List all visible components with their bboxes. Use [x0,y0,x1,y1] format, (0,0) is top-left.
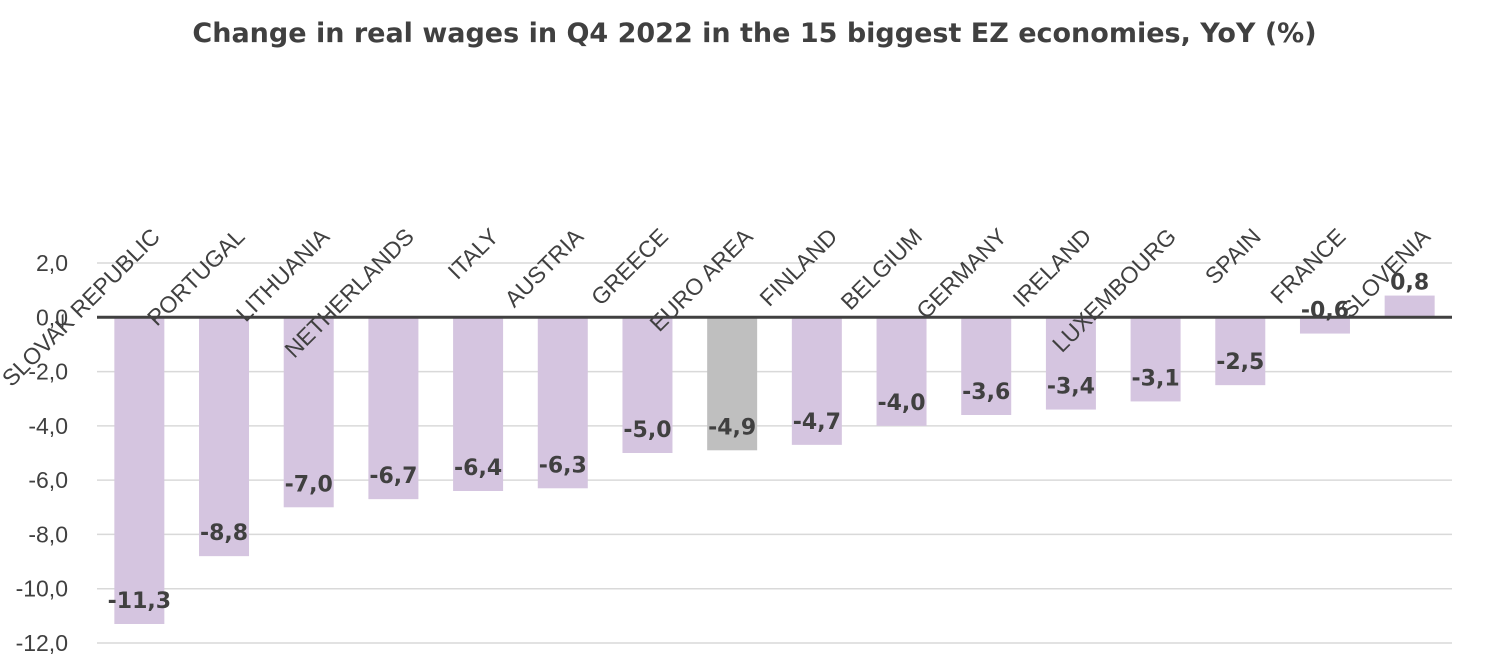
bar [1130,317,1181,402]
y-axis-ticks: 2,0 0,0 -2,0 -4,0 -6,0 -8,0 -10,0 -12,0 [16,250,68,656]
data-label: -4,0 [877,391,925,416]
y-tick-label: -8,0 [28,521,68,547]
bar [707,317,758,451]
bar [791,317,842,445]
category-label: FINLAND [754,223,842,311]
data-label: -6,3 [539,453,587,478]
category-label: IRELAND [1008,223,1097,312]
bar [537,317,588,489]
y-tick-label: -6,0 [28,467,68,493]
bar [876,317,927,426]
y-tick-label: 0,0 [36,304,68,330]
category-label: AUSTRIA [499,223,588,312]
data-label: -3,4 [1047,375,1095,400]
bar [1215,317,1266,386]
bar [368,317,419,500]
category-label: GERMANY [911,223,1012,324]
y-tick-label: -10,0 [16,576,68,602]
category-label: GREECE [586,223,673,310]
data-label: 0,8 [1390,271,1429,296]
bar [1299,317,1350,334]
bar [1045,317,1096,410]
data-label: -3,6 [962,380,1010,405]
y-tick-label: -12,0 [16,630,68,656]
y-tick-label: -2,0 [28,359,68,385]
bar [961,317,1012,415]
chart-title: Change in real wages in Q4 2022 in the 1… [192,18,1317,49]
data-label: -8,8 [200,521,248,546]
category-label: ITALY [442,223,503,284]
data-label: -4,9 [708,415,756,440]
bar [453,317,504,491]
category-label: BELGIUM [835,223,927,315]
data-label: -6,7 [369,464,417,489]
y-tick-label: 2,0 [36,250,68,276]
bar [283,317,334,508]
data-label: -5,0 [623,418,671,443]
data-label: -6,4 [454,456,502,481]
bars [114,295,1435,624]
bar [199,317,250,557]
category-label: FRANCE [1265,223,1350,308]
data-labels: -11,3 -8,8 -7,0 -6,7 -6,4 -6,3 -5,0 -4,9 -4,7 -4,… [108,271,1430,614]
data-label: -4,7 [793,410,841,435]
category-label: SPAIN [1200,223,1266,289]
data-label: -11,3 [108,589,171,614]
bar [1384,295,1435,318]
bar [114,317,165,624]
data-label: -0,6 [1301,299,1349,324]
y-tick-label: -4,0 [28,413,68,439]
data-label: -2,5 [1216,350,1264,375]
bar [622,317,673,453]
data-label: -7,0 [285,472,333,497]
data-label: -3,1 [1132,366,1180,391]
